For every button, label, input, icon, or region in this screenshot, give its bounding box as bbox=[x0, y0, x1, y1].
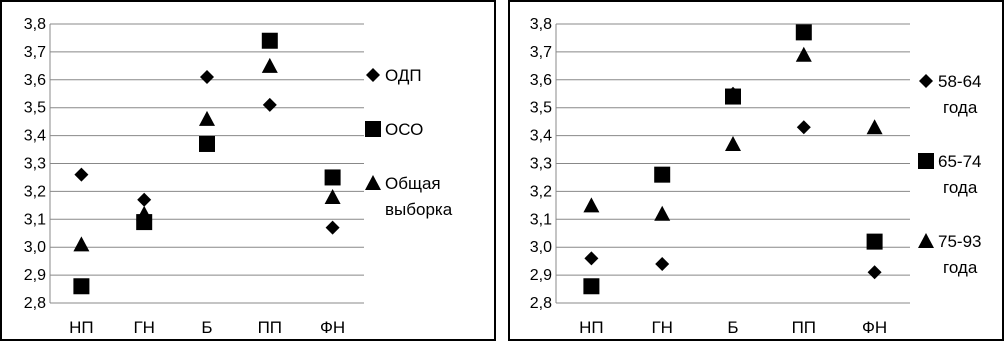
chart-right-svg: 2,8 2,9 3,0 3,1 3,2 3,3 3,4 3,5 3,6 3,7 3,8 НП ГН Б ПП… bbox=[530, 16, 982, 337]
right-legend-marker-diamond bbox=[919, 74, 933, 88]
right-y-tick-label: 3,2 bbox=[530, 183, 552, 200]
left-point-square bbox=[261, 32, 278, 49]
left-y-tick-label: 3,2 bbox=[24, 183, 46, 200]
right-y-tick-label: 2,8 bbox=[530, 295, 552, 312]
left-y-tick-label: 3,4 bbox=[24, 128, 46, 145]
left-y-tick-label: 3,1 bbox=[24, 211, 46, 228]
right-legend-label: года bbox=[943, 258, 978, 277]
right-point-triangle bbox=[725, 135, 741, 151]
left-point-square bbox=[199, 135, 215, 152]
right-point-diamond bbox=[796, 120, 811, 135]
left-legend-marker-diamond bbox=[366, 68, 380, 82]
right-point-diamond bbox=[655, 256, 670, 271]
chart-panel-right: 2,8 2,9 3,0 3,1 3,2 3,3 3,4 3,5 3,6 3,7 3,8 НП ГН Б ПП… bbox=[508, 0, 1004, 341]
left-point-square bbox=[324, 169, 341, 186]
right-x-tick-label: ГН bbox=[651, 318, 672, 337]
left-point-diamond bbox=[200, 70, 214, 85]
left-point-diamond bbox=[262, 97, 277, 112]
right-point-triangle bbox=[654, 205, 671, 221]
right-legend-label: 75-93 bbox=[938, 232, 981, 251]
left-legend-label: выборка bbox=[385, 200, 453, 219]
right-legend-marker-square bbox=[918, 153, 934, 169]
right-x-tick-label: Б bbox=[727, 318, 738, 337]
right-legend-label: года bbox=[943, 98, 978, 117]
right-point-triangle bbox=[866, 119, 883, 135]
chart-left-svg: 2,8 2,9 3,0 3,1 3,2 3,3 3,4 3,5 3,6 3,7 3,8 НП ГН Б ПП… bbox=[24, 16, 453, 337]
left-point-diamond bbox=[325, 220, 340, 235]
right-legend-label: 65-74 bbox=[938, 152, 981, 171]
left-point-square bbox=[73, 278, 90, 295]
right-y-tick-label: 3,6 bbox=[530, 72, 552, 89]
left-y-tick-label: 3,3 bbox=[24, 156, 46, 173]
left-y-tick-label: 3,0 bbox=[24, 239, 46, 256]
left-point-triangle bbox=[324, 188, 341, 204]
left-point-triangle bbox=[136, 205, 153, 221]
left-y-tick-label: 3,5 bbox=[24, 100, 46, 117]
left-legend-marker-square bbox=[365, 121, 381, 137]
left-y-tick-label: 3,8 bbox=[24, 16, 46, 33]
right-x-tick-label: НП bbox=[579, 318, 604, 337]
right-point-diamond bbox=[867, 265, 882, 280]
right-point-diamond bbox=[584, 251, 599, 266]
left-y-tick-label: 3,7 bbox=[24, 44, 46, 61]
left-x-tick-label: ПП bbox=[258, 318, 282, 337]
right-x-tick-label: ФН bbox=[862, 318, 887, 337]
left-point-diamond bbox=[137, 192, 152, 207]
left-point-triangle bbox=[261, 57, 278, 73]
left-legend-label: ОДП bbox=[385, 66, 422, 85]
right-y-tick-label: 3,8 bbox=[530, 16, 552, 33]
right-point-square bbox=[866, 233, 883, 250]
left-y-tick-label: 3,6 bbox=[24, 72, 46, 89]
left-y-tick-label: 2,9 bbox=[24, 267, 46, 284]
right-y-tick-label: 3,7 bbox=[530, 44, 552, 61]
left-x-tick-label: ФН bbox=[320, 318, 345, 337]
right-y-tick-label: 3,1 bbox=[530, 211, 552, 228]
left-y-tick-label: 2,8 bbox=[24, 295, 46, 312]
left-x-tick-label: НП bbox=[69, 318, 94, 337]
right-point-square bbox=[654, 166, 671, 183]
right-point-triangle bbox=[795, 46, 812, 62]
chart-panel-left: 2,8 2,9 3,0 3,1 3,2 3,3 3,4 3,5 3,6 3,7 3,8 НП ГН Б ПП… bbox=[0, 0, 496, 341]
right-point-square bbox=[583, 278, 600, 295]
right-point-square bbox=[795, 24, 812, 41]
left-legend-label: ОСО bbox=[385, 120, 423, 139]
right-point-square bbox=[725, 88, 741, 105]
right-x-tick-label: ПП bbox=[792, 318, 816, 337]
right-point-triangle bbox=[583, 197, 600, 213]
right-y-tick-label: 3,5 bbox=[530, 100, 552, 117]
right-y-tick-label: 3,0 bbox=[530, 239, 552, 256]
left-legend-marker-triangle bbox=[365, 175, 381, 190]
right-y-tick-label: 3,4 bbox=[530, 128, 552, 145]
right-legend-marker-triangle bbox=[918, 233, 934, 248]
left-point-triangle bbox=[199, 110, 215, 126]
right-legend-label: 58-64 bbox=[938, 72, 981, 91]
left-point-triangle bbox=[73, 236, 90, 252]
right-legend-label: года bbox=[943, 178, 978, 197]
right-y-tick-label: 2,9 bbox=[530, 267, 552, 284]
left-x-tick-label: ГН bbox=[133, 318, 154, 337]
right-y-tick-label: 3,3 bbox=[530, 156, 552, 173]
left-x-tick-label: Б bbox=[201, 318, 212, 337]
left-point-diamond bbox=[74, 167, 89, 182]
left-legend-label: Общая bbox=[385, 174, 441, 193]
